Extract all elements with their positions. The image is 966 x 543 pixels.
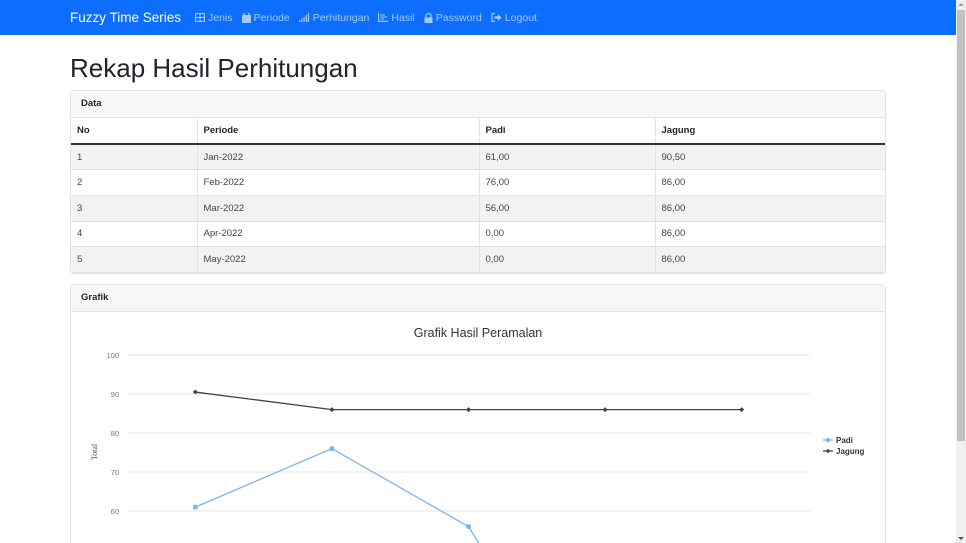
y-tick-label: 70	[111, 468, 119, 477]
data-point[interactable]	[602, 407, 608, 413]
lock-icon	[424, 12, 433, 23]
nav-item-hasil[interactable]: Hasil	[378, 11, 415, 24]
y-tick-label: 90	[111, 390, 119, 399]
legend-item-padi[interactable]: Padi	[836, 436, 853, 445]
table-row: 3 Mar-2022 56,00 86,00	[71, 195, 885, 222]
data-point[interactable]	[329, 407, 335, 413]
nav-item-periode[interactable]: Periode	[241, 11, 290, 24]
data-card: Data No Periode Padi Jagung 1 Jan-2022 6…	[70, 90, 886, 274]
grafik-card: Grafik Grafik Hasil Peramalan 100 90 80 70 60…	[70, 283, 886, 543]
cell-periode: May-2022	[197, 246, 480, 273]
cell-padi: 61,00	[479, 144, 656, 171]
table-row: 2 Feb-2022 76,00 86,00	[71, 169, 885, 196]
y-tick-label: 80	[111, 429, 119, 438]
legend-item-jagung[interactable]: Jagung	[836, 447, 865, 456]
calendar-icon	[241, 12, 251, 23]
cell-periode: Mar-2022	[197, 195, 480, 222]
cell-no: 4	[71, 221, 198, 248]
cell-jagung: 86,00	[655, 195, 885, 222]
main-container: Rekap Hasil Perhitungan Data No Periode …	[70, 35, 886, 543]
table-row: 1 Jan-2022 61,00 90,50	[71, 144, 885, 171]
cell-no: 5	[71, 246, 198, 273]
data-point[interactable]	[192, 504, 198, 510]
logout-icon	[491, 13, 502, 22]
nav-label: Hasil	[391, 11, 415, 24]
cell-jagung: 90,50	[655, 144, 885, 171]
chart-title: Grafik Hasil Peramalan	[414, 326, 543, 340]
scroll-down-arrow-icon[interactable]	[958, 537, 964, 540]
navbar: Fuzzy Time Series Jenis Periode Perhitun…	[0, 0, 956, 35]
table-icon	[195, 13, 206, 22]
page-title: Rekap Hasil Perhitungan	[70, 53, 358, 83]
data-point[interactable]	[739, 407, 745, 413]
nav-label: Periode	[253, 11, 290, 24]
data-point[interactable]	[466, 524, 471, 530]
y-tick-label: 100	[106, 351, 119, 360]
column-header-no: No	[71, 118, 198, 145]
nav-label: Perhitungan	[312, 11, 370, 24]
cell-periode: Jan-2022	[197, 144, 480, 171]
cell-periode: Apr-2022	[197, 221, 480, 248]
cell-padi: 0,00	[479, 246, 656, 273]
line-chart-icon	[378, 13, 389, 22]
table-row: 4 Apr-2022 0,00 86,00	[71, 221, 885, 248]
cell-padi: 0,00	[479, 221, 656, 248]
line-chart: Grafik Hasil Peramalan 100 90 80 70 60 Total Pa…	[90, 326, 865, 543]
scroll-thumb[interactable]	[957, 10, 965, 441]
cell-jagung: 86,00	[655, 246, 885, 273]
signal-bars-icon	[298, 13, 309, 22]
table-header-row: No Periode Padi Jagung	[71, 118, 885, 145]
series-line-jagung	[195, 391, 742, 411]
vertical-scrollbar[interactable]	[956, 0, 966, 543]
cell-no: 3	[71, 195, 198, 222]
cell-jagung: 86,00	[655, 169, 885, 196]
y-tick-label: 60	[111, 507, 119, 516]
cell-jagung: 86,00	[655, 221, 885, 248]
data-card-header: Data	[71, 91, 885, 118]
column-header-periode: Periode	[197, 118, 480, 145]
data-table: No Periode Padi Jagung 1 Jan-2022 61,00 …	[71, 118, 885, 273]
table-row: 5 May-2022 0,00 86,00	[71, 246, 885, 273]
grafik-card-header: Grafik	[71, 284, 885, 312]
data-point[interactable]	[192, 389, 198, 395]
cell-no: 1	[71, 144, 198, 171]
nav-item-perhitungan[interactable]: Perhitungan	[298, 11, 370, 24]
brand-link[interactable]: Fuzzy Time Series	[70, 10, 182, 25]
nav-item-logout[interactable]: Logout	[491, 12, 537, 24]
cell-periode: Feb-2022	[197, 169, 480, 196]
y-axis-title: Total	[90, 443, 99, 460]
nav-label: Jenis	[208, 11, 233, 24]
data-point[interactable]	[329, 446, 335, 452]
cell-padi: 56,00	[479, 195, 656, 222]
chart-container: Grafik Hasil Peramalan 100 90 80 70 60 Total Pa…	[71, 312, 885, 543]
nav-label: Password	[435, 11, 482, 24]
nav-label: Logout	[504, 11, 537, 24]
data-point[interactable]	[466, 407, 471, 413]
cell-padi: 76,00	[479, 169, 656, 196]
legend-marker-icon	[825, 448, 831, 454]
column-header-padi: Padi	[479, 118, 656, 145]
nav-item-jenis[interactable]: Jenis	[195, 12, 233, 24]
legend-marker-icon	[825, 437, 831, 443]
scroll-up-arrow-icon[interactable]	[958, 3, 964, 6]
nav-item-password[interactable]: Password	[424, 12, 482, 24]
cell-no: 2	[71, 169, 198, 196]
column-header-jagung: Jagung	[655, 118, 885, 145]
